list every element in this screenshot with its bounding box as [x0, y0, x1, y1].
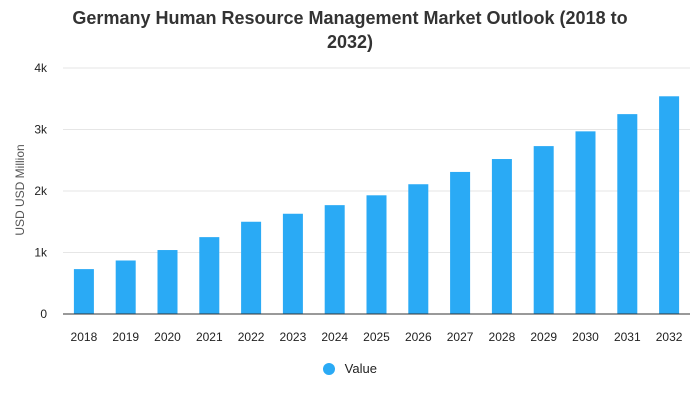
x-tick-label: 2027 [447, 330, 474, 344]
bar-2032[interactable] [659, 96, 680, 314]
bar-2022[interactable] [241, 221, 262, 314]
y-tick-label: 0 [40, 307, 47, 321]
chart-title-line-1: Germany Human Resource Management Market… [72, 8, 628, 28]
x-tick-label: 2019 [112, 330, 139, 344]
bar-2026[interactable] [408, 184, 429, 314]
bars [73, 96, 680, 314]
x-tick-label: 2018 [71, 330, 98, 344]
bar-2025[interactable] [366, 195, 387, 314]
x-tick-label: 2028 [489, 330, 516, 344]
bar-2030[interactable] [575, 131, 596, 314]
y-tick-label: 3k [34, 123, 48, 137]
y-axis-label: USD USD Million [13, 144, 27, 235]
x-axis-ticks: 2018 2019 2020 2021 2022 2023 2024 2025 2026 2027… [71, 330, 683, 344]
y-axis-ticks: 0 1k 2k 3k 4k [34, 61, 48, 321]
x-tick-label: 2023 [280, 330, 307, 344]
x-tick-label: 2025 [363, 330, 390, 344]
x-tick-label: 2026 [405, 330, 432, 344]
y-tick-label: 4k [34, 61, 48, 75]
bar-2027[interactable] [450, 171, 471, 314]
y-tick-label: 1k [34, 246, 48, 260]
bar-2019[interactable] [115, 260, 136, 314]
chart-title: Germany Human Resource Management Market… [0, 6, 700, 54]
x-tick-label: 2032 [656, 330, 683, 344]
chart-title-line-2: 2032) [326, 32, 374, 52]
bar-2020[interactable] [157, 250, 178, 314]
bar-2023[interactable] [282, 213, 303, 314]
bar-2024[interactable] [324, 205, 345, 314]
x-tick-label: 2022 [238, 330, 265, 344]
x-tick-label: 2021 [196, 330, 223, 344]
legend[interactable]: Value [0, 361, 700, 376]
bar-2018[interactable] [73, 269, 94, 314]
bar-2031[interactable] [617, 114, 638, 314]
legend-swatch [323, 363, 336, 375]
x-tick-label: 2024 [321, 330, 348, 344]
x-tick-label: 2030 [572, 330, 599, 344]
legend-label: Value [344, 361, 377, 376]
bar-2021[interactable] [199, 237, 220, 314]
x-tick-label: 2020 [154, 330, 181, 344]
x-tick-label: 2029 [530, 330, 557, 344]
bar-2028[interactable] [491, 159, 512, 314]
x-tick-label: 2031 [614, 330, 641, 344]
y-tick-label: 2k [34, 184, 48, 198]
bar-2029[interactable] [533, 146, 554, 314]
